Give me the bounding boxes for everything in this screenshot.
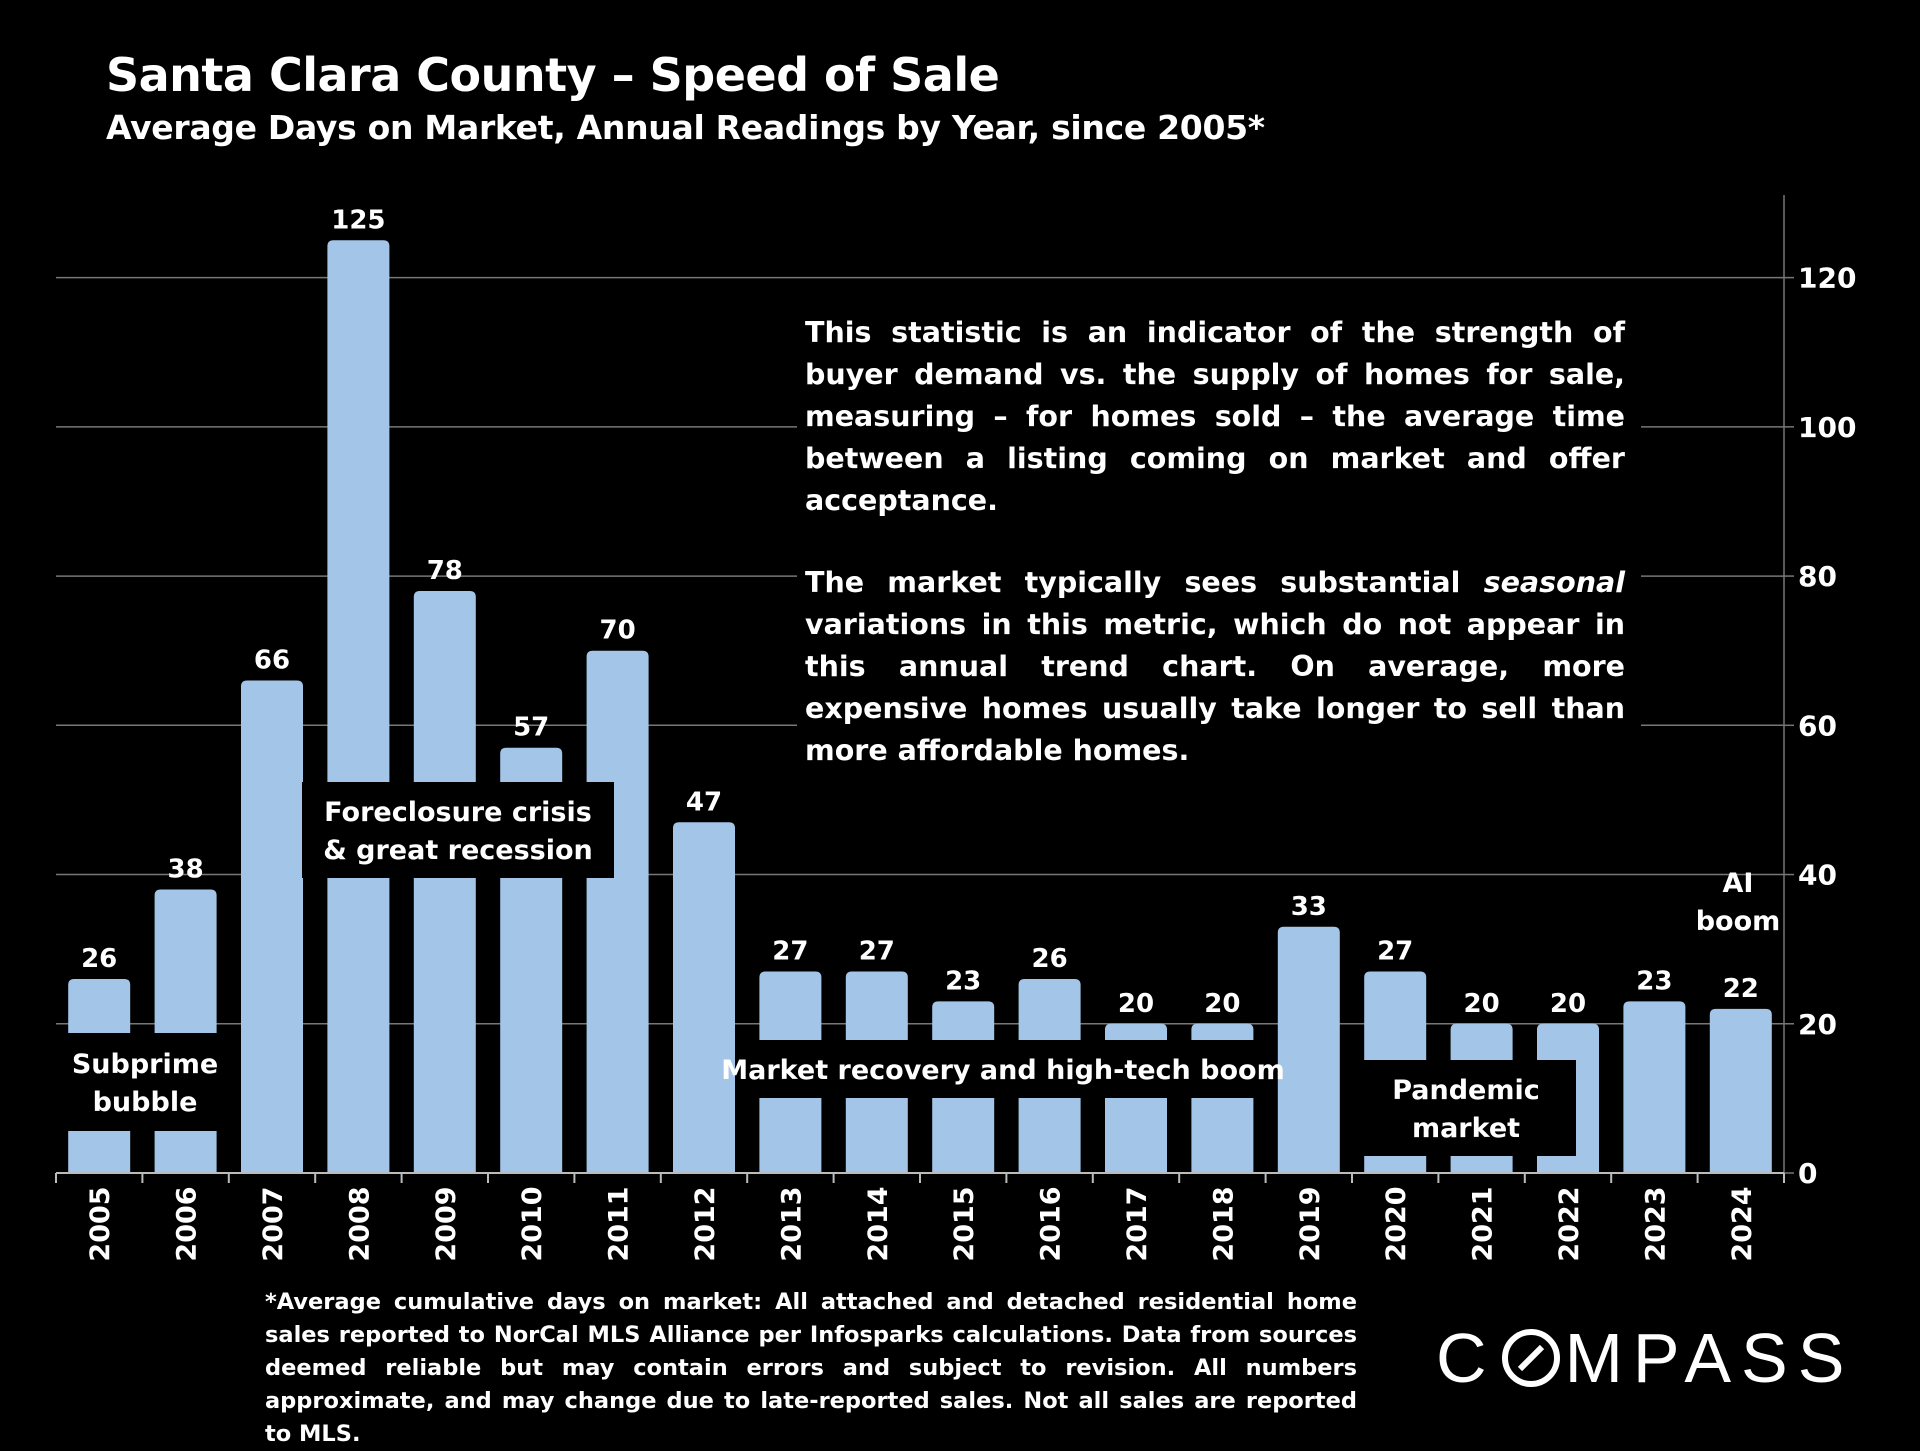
annotation-label: AI bbox=[1723, 868, 1754, 899]
annotation-box bbox=[50, 1033, 240, 1131]
bar-value-label: 70 bbox=[600, 616, 636, 646]
x-tick-label: 2005 bbox=[85, 1186, 116, 1261]
bar-value-label: 38 bbox=[168, 854, 204, 884]
x-tick-label: 2007 bbox=[258, 1186, 289, 1261]
x-tick-label: 2008 bbox=[344, 1186, 375, 1261]
bar bbox=[413, 591, 476, 1173]
note-text-a: The market typically sees substantial bbox=[805, 566, 1484, 599]
annotation-label: Foreclosure crisis bbox=[324, 797, 592, 828]
annotation-label: market bbox=[1412, 1113, 1520, 1144]
bar-value-label: 33 bbox=[1291, 892, 1327, 922]
bar-value-label: 78 bbox=[427, 556, 463, 586]
bar-value-label: 26 bbox=[1032, 944, 1068, 974]
bar-value-label: 27 bbox=[772, 937, 808, 967]
bar-value-label: 66 bbox=[254, 646, 290, 676]
x-tick-label: 2018 bbox=[1208, 1186, 1239, 1261]
x-tick-label: 2006 bbox=[172, 1186, 203, 1261]
footnote: *Average cumulative days on market: All … bbox=[265, 1289, 1357, 1447]
bar-value-label: 20 bbox=[1464, 989, 1500, 1019]
note-paragraph-2: The market typically sees substantial se… bbox=[805, 562, 1625, 772]
x-tick-label: 2021 bbox=[1468, 1186, 1499, 1261]
y-tick-label: 120 bbox=[1798, 262, 1856, 295]
x-tick-label: 2011 bbox=[604, 1186, 635, 1261]
logo-text-left: C bbox=[1436, 1319, 1497, 1397]
x-tick-label: 2016 bbox=[1036, 1186, 1067, 1261]
x-tick-label: 2009 bbox=[431, 1186, 462, 1261]
annotation-label: bubble bbox=[93, 1087, 198, 1118]
bar-value-label: 23 bbox=[1636, 966, 1672, 996]
x-tick-label: 2020 bbox=[1381, 1186, 1412, 1261]
bar-value-label: 47 bbox=[686, 787, 722, 817]
logo-text-right: MPASS bbox=[1564, 1319, 1855, 1397]
annotation-label: Pandemic bbox=[1392, 1075, 1540, 1106]
bar-value-label: 20 bbox=[1118, 989, 1154, 1019]
x-tick-label: 2019 bbox=[1295, 1186, 1326, 1261]
bar bbox=[586, 650, 649, 1173]
y-tick-label: 0 bbox=[1798, 1157, 1817, 1190]
annotation-label: boom bbox=[1696, 906, 1781, 937]
y-tick-label: 100 bbox=[1798, 411, 1856, 444]
bar bbox=[1623, 1001, 1686, 1173]
x-tick-label: 2015 bbox=[949, 1186, 980, 1261]
chart-title: Santa Clara County – Speed of Sale bbox=[106, 48, 1000, 102]
annotation-label: Subprime bbox=[72, 1049, 218, 1080]
bar-value-label: 57 bbox=[513, 713, 549, 743]
compass-logo: C MPASS bbox=[1436, 1318, 1854, 1398]
bar-value-label: 20 bbox=[1204, 989, 1240, 1019]
note-paragraph-1: This statistic is an indicator of the st… bbox=[805, 316, 1625, 517]
annotation-label: Market recovery and high-tech boom bbox=[721, 1055, 1284, 1086]
annotation-label: & great recession bbox=[323, 835, 593, 866]
bar-value-label: 23 bbox=[945, 966, 981, 996]
x-tick-label: 2010 bbox=[517, 1186, 548, 1261]
y-tick-label: 80 bbox=[1798, 560, 1837, 593]
x-tick-label: 2024 bbox=[1727, 1186, 1758, 1261]
note-emphasis: seasonal bbox=[1483, 566, 1625, 599]
y-tick-label: 40 bbox=[1798, 859, 1837, 892]
bar bbox=[1277, 926, 1340, 1173]
annotation-box bbox=[302, 782, 614, 878]
annotation-box bbox=[1356, 1060, 1576, 1156]
bar bbox=[673, 822, 735, 1173]
y-tick-label: 60 bbox=[1798, 709, 1837, 742]
bar-value-label: 20 bbox=[1550, 989, 1586, 1019]
x-tick-label: 2022 bbox=[1554, 1186, 1585, 1261]
x-tick-label: 2014 bbox=[863, 1186, 894, 1261]
compass-o-icon bbox=[1501, 1329, 1560, 1387]
bar bbox=[1709, 1008, 1772, 1173]
bar-value-label: 27 bbox=[1377, 937, 1413, 967]
chart-subtitle: Average Days on Market, Annual Readings … bbox=[106, 108, 1265, 147]
x-tick-label: 2023 bbox=[1640, 1186, 1671, 1261]
bar bbox=[327, 240, 390, 1174]
x-tick-label: 2013 bbox=[776, 1186, 807, 1261]
bar-value-label: 27 bbox=[859, 937, 895, 967]
annotation-box bbox=[736, 1040, 1270, 1098]
bar bbox=[241, 680, 303, 1173]
y-tick-label: 20 bbox=[1798, 1008, 1837, 1041]
x-tick-label: 2017 bbox=[1122, 1186, 1153, 1261]
bar-value-label: 22 bbox=[1723, 974, 1759, 1004]
explanation-note: This statistic is an indicator of the st… bbox=[797, 308, 1641, 784]
note-text-b: variations in this metric, which do not … bbox=[805, 608, 1625, 767]
bar-value-label: 125 bbox=[331, 205, 385, 235]
bar-value-label: 26 bbox=[81, 944, 117, 974]
x-tick-label: 2012 bbox=[690, 1186, 721, 1261]
